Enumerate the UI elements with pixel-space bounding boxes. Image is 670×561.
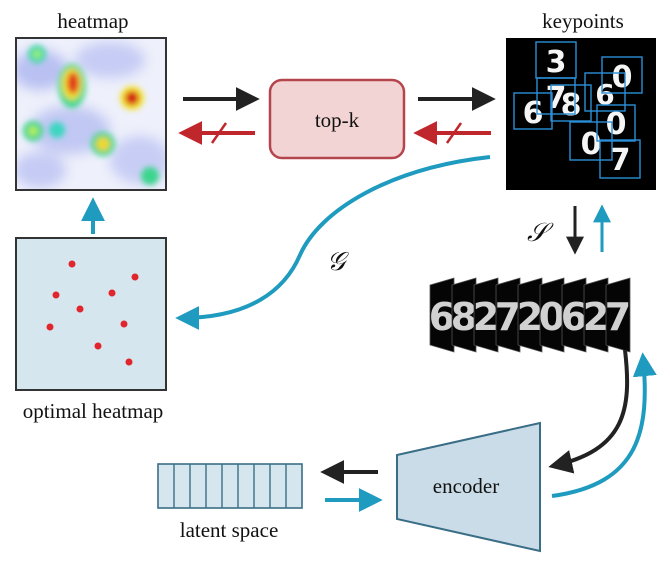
keypoint-digit: 3 bbox=[546, 45, 567, 80]
glimpse-patch: 2 bbox=[517, 277, 543, 353]
encoder-label: encoder bbox=[433, 474, 499, 498]
glimpse-patch: 2 bbox=[583, 277, 609, 353]
topk-block bbox=[268, 78, 406, 160]
blocked-gradient-slash-right bbox=[445, 122, 463, 144]
heatmap-image bbox=[16, 38, 166, 190]
topk-label: top-k bbox=[315, 108, 360, 132]
keypoints-image bbox=[506, 38, 656, 190]
patches-to-encoder-arrow bbox=[548, 349, 630, 474]
keypoint-digit: 7 bbox=[610, 143, 631, 178]
keypoint-digit: 0 bbox=[612, 60, 633, 95]
keypoints-title: keypoints bbox=[542, 9, 624, 33]
heatmap-frame bbox=[15, 37, 167, 191]
svg-text:2: 2 bbox=[517, 295, 543, 339]
glimpse-patch: 7 bbox=[605, 277, 631, 353]
encoder-to-patches-arrow bbox=[551, 352, 657, 498]
keypoint-boxes bbox=[513, 41, 643, 179]
encoder-block bbox=[396, 421, 541, 553]
optimal-heatmap-panel bbox=[15, 237, 167, 391]
svg-text:8: 8 bbox=[451, 295, 477, 339]
svg-text:2: 2 bbox=[473, 295, 499, 339]
svg-text:6: 6 bbox=[561, 295, 587, 339]
svg-text:7: 7 bbox=[605, 295, 631, 339]
keypoint-digit: 0 bbox=[606, 107, 627, 142]
svg-text:6: 6 bbox=[429, 295, 455, 339]
glimpse-patch: 0 bbox=[539, 277, 565, 353]
svg-text:0: 0 bbox=[539, 295, 565, 339]
glimpse-patch: 6 bbox=[429, 277, 455, 353]
glimpse-patch: 8 bbox=[451, 277, 477, 353]
keypoint-digit: 8 bbox=[561, 88, 582, 123]
keypoint-digit: 6 bbox=[595, 78, 614, 111]
latent-space-label: latent space bbox=[180, 518, 279, 542]
g-mapping-curve bbox=[175, 155, 491, 330]
optimal-heatmap-label: optimal heatmap bbox=[23, 399, 164, 423]
optimal-heatmap-points bbox=[46, 260, 139, 366]
g-symbol: 𝒢 bbox=[327, 247, 350, 276]
blocked-gradient-slash-left bbox=[210, 122, 228, 144]
keypoint-digit: 6 bbox=[523, 96, 544, 131]
svg-text:7: 7 bbox=[495, 295, 521, 339]
latent-space-vector bbox=[157, 463, 303, 509]
heatmap-title: heatmap bbox=[57, 9, 128, 33]
keypoint-digit: 0 bbox=[581, 127, 602, 162]
svg-text:2: 2 bbox=[583, 295, 609, 339]
s-symbol: 𝒮 bbox=[527, 218, 554, 247]
glimpse-patch: 2 bbox=[473, 277, 499, 353]
glimpse-patch: 7 bbox=[495, 277, 521, 353]
glimpse-patch: 6 bbox=[561, 277, 587, 353]
